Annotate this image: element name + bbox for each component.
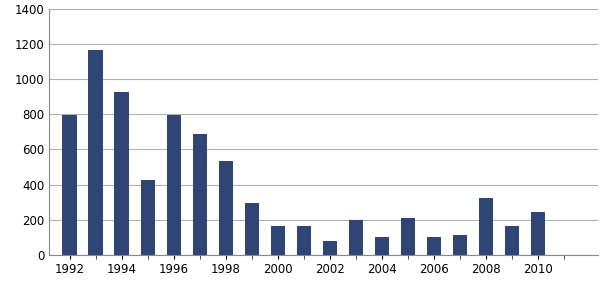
Bar bbox=[349, 220, 363, 255]
Bar bbox=[375, 237, 389, 255]
Bar bbox=[271, 226, 285, 255]
Bar bbox=[453, 235, 467, 255]
Bar bbox=[167, 115, 181, 255]
Bar bbox=[479, 198, 493, 255]
Bar bbox=[88, 50, 103, 255]
Bar bbox=[218, 161, 233, 255]
Bar bbox=[245, 203, 259, 255]
Bar bbox=[115, 92, 129, 255]
Bar bbox=[296, 226, 311, 255]
Bar bbox=[427, 237, 441, 255]
Bar bbox=[193, 134, 207, 255]
Bar bbox=[401, 218, 415, 255]
Bar bbox=[62, 115, 77, 255]
Bar bbox=[140, 180, 155, 255]
Bar bbox=[323, 241, 337, 255]
Bar bbox=[531, 212, 545, 255]
Bar bbox=[505, 226, 519, 255]
